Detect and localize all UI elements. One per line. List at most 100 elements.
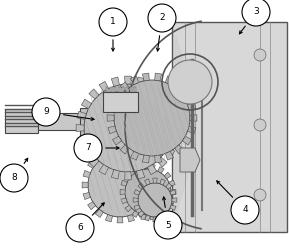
FancyBboxPatch shape — [38, 113, 133, 130]
Polygon shape — [190, 115, 197, 121]
Circle shape — [74, 134, 102, 162]
Polygon shape — [150, 193, 157, 200]
Polygon shape — [132, 167, 138, 173]
Polygon shape — [125, 172, 131, 180]
Polygon shape — [160, 215, 165, 221]
Polygon shape — [88, 202, 96, 210]
FancyBboxPatch shape — [103, 92, 138, 112]
Polygon shape — [76, 124, 84, 131]
Polygon shape — [175, 145, 184, 154]
Polygon shape — [150, 214, 155, 220]
Polygon shape — [158, 167, 164, 173]
FancyBboxPatch shape — [110, 87, 112, 92]
Polygon shape — [89, 157, 99, 167]
Polygon shape — [164, 147, 175, 157]
Polygon shape — [169, 198, 175, 204]
Circle shape — [125, 169, 171, 215]
Polygon shape — [107, 115, 114, 121]
Polygon shape — [81, 99, 91, 109]
Polygon shape — [137, 77, 145, 86]
Polygon shape — [172, 198, 177, 202]
Polygon shape — [137, 153, 145, 161]
Text: 9: 9 — [43, 108, 49, 116]
Polygon shape — [95, 209, 103, 217]
Circle shape — [148, 4, 176, 32]
Polygon shape — [142, 155, 149, 163]
Polygon shape — [121, 180, 127, 186]
Polygon shape — [82, 182, 88, 188]
Polygon shape — [77, 111, 86, 119]
Text: 6: 6 — [77, 224, 83, 233]
Circle shape — [0, 164, 28, 192]
Polygon shape — [130, 151, 139, 160]
Polygon shape — [142, 73, 149, 81]
FancyBboxPatch shape — [122, 87, 124, 92]
Polygon shape — [171, 190, 176, 195]
Polygon shape — [166, 211, 172, 217]
Circle shape — [99, 8, 127, 36]
Circle shape — [168, 60, 212, 104]
Circle shape — [138, 183, 172, 217]
Circle shape — [254, 49, 266, 61]
Polygon shape — [127, 214, 135, 222]
Text: 3: 3 — [253, 8, 259, 16]
Polygon shape — [117, 217, 123, 223]
Polygon shape — [169, 180, 175, 186]
Polygon shape — [144, 215, 150, 221]
Polygon shape — [147, 165, 157, 175]
Polygon shape — [150, 170, 157, 177]
Polygon shape — [180, 148, 200, 172]
Polygon shape — [170, 190, 176, 195]
FancyBboxPatch shape — [134, 87, 136, 92]
Polygon shape — [157, 89, 167, 99]
Polygon shape — [125, 76, 131, 84]
Polygon shape — [172, 124, 180, 131]
Polygon shape — [99, 165, 109, 175]
Polygon shape — [137, 209, 145, 217]
Polygon shape — [117, 147, 123, 153]
Polygon shape — [132, 211, 138, 217]
Circle shape — [254, 189, 266, 201]
Polygon shape — [170, 137, 179, 145]
FancyBboxPatch shape — [126, 87, 128, 92]
Circle shape — [231, 196, 259, 224]
Polygon shape — [164, 99, 175, 109]
Polygon shape — [112, 91, 122, 100]
Polygon shape — [160, 179, 165, 185]
Polygon shape — [105, 148, 112, 155]
Polygon shape — [77, 137, 86, 145]
FancyBboxPatch shape — [172, 22, 287, 232]
Polygon shape — [165, 151, 174, 160]
Polygon shape — [134, 190, 140, 195]
Circle shape — [254, 119, 266, 131]
Circle shape — [32, 98, 60, 126]
Polygon shape — [105, 214, 112, 222]
Polygon shape — [130, 76, 139, 85]
Circle shape — [114, 80, 190, 156]
Polygon shape — [111, 77, 119, 86]
Polygon shape — [141, 214, 146, 220]
Polygon shape — [170, 111, 179, 119]
Polygon shape — [108, 102, 116, 110]
Polygon shape — [182, 91, 192, 100]
Text: 5: 5 — [165, 220, 171, 230]
Polygon shape — [153, 217, 157, 222]
Circle shape — [66, 214, 94, 242]
Polygon shape — [150, 164, 155, 170]
Polygon shape — [134, 205, 140, 210]
Polygon shape — [120, 190, 125, 195]
FancyBboxPatch shape — [118, 87, 120, 92]
Polygon shape — [99, 81, 109, 91]
Polygon shape — [108, 126, 116, 134]
Polygon shape — [188, 126, 196, 134]
Text: 1: 1 — [110, 17, 116, 26]
Polygon shape — [133, 198, 138, 202]
Circle shape — [84, 84, 172, 172]
Polygon shape — [138, 183, 144, 189]
Polygon shape — [83, 170, 90, 177]
Polygon shape — [175, 82, 184, 91]
FancyBboxPatch shape — [130, 87, 132, 92]
Polygon shape — [95, 153, 103, 161]
Polygon shape — [141, 164, 146, 170]
Polygon shape — [125, 205, 132, 212]
